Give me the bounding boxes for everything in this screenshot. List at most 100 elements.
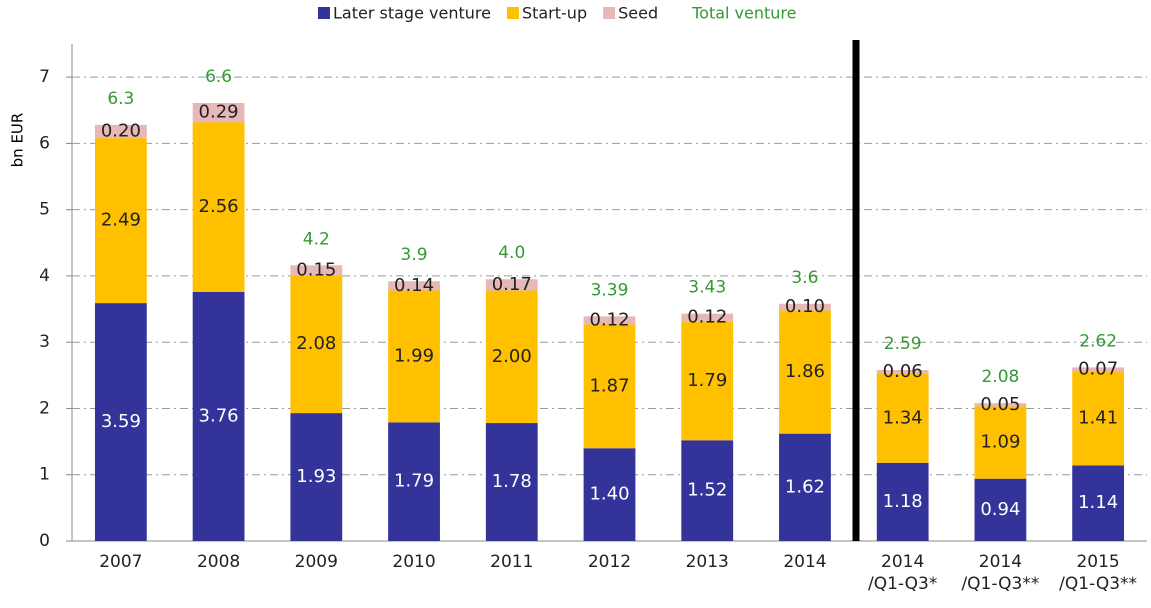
bar-segment <box>388 281 440 291</box>
total-label: 4.2 <box>303 229 330 249</box>
bar-segment <box>1072 367 1125 373</box>
bar-segment <box>192 291 245 541</box>
value-label: 1.52 <box>687 480 727 501</box>
y-tick-label: 5 <box>39 200 50 220</box>
total-label: 2.08 <box>981 367 1019 387</box>
value-label: 0.17 <box>492 274 532 295</box>
total-label: 3.39 <box>591 280 629 300</box>
value-label: 1.87 <box>589 375 629 396</box>
bar-segment <box>192 122 245 292</box>
value-label: 2.49 <box>101 210 141 231</box>
y-tick-label: 1 <box>39 465 50 485</box>
bar-segment <box>485 423 538 541</box>
value-label: 1.62 <box>785 476 825 497</box>
y-tick-label: 4 <box>39 266 50 286</box>
bar-segment <box>779 303 831 311</box>
value-label: 0.06 <box>883 361 923 382</box>
value-label: 1.41 <box>1078 408 1118 429</box>
value-label: 1.34 <box>883 407 923 428</box>
value-label: 2.56 <box>199 196 239 217</box>
value-label: 0.12 <box>687 307 727 328</box>
total-label: 3.9 <box>401 245 428 265</box>
x-tick-label: 2015 /Q1-Q3** <box>1059 552 1138 594</box>
value-label: 1.14 <box>1078 492 1118 513</box>
bar-segment <box>681 440 734 541</box>
bar-segment <box>290 275 343 414</box>
bar-segment <box>779 433 831 541</box>
value-label: 0.15 <box>296 259 336 280</box>
value-label: 1.40 <box>589 484 629 505</box>
value-label: 0.94 <box>980 499 1020 520</box>
bar-segment <box>681 321 734 441</box>
bar-segment <box>94 138 147 304</box>
bar-segment <box>290 265 343 276</box>
value-label: 2.08 <box>296 333 336 354</box>
bar-segment <box>974 478 1027 541</box>
value-label: 0.29 <box>199 102 239 123</box>
bar-segment <box>681 313 734 322</box>
y-tick-label: 2 <box>39 398 50 418</box>
bar-segment <box>388 422 440 541</box>
value-label: 1.93 <box>296 466 336 487</box>
bar-segment <box>876 374 929 463</box>
legend-label: Total venture <box>691 4 796 23</box>
bar-segment <box>876 370 929 375</box>
total-label: 2.62 <box>1079 331 1117 351</box>
bar-segment <box>583 316 636 325</box>
legend-swatch <box>603 7 616 19</box>
bar-segment <box>290 413 343 541</box>
total-label: 6.3 <box>107 89 134 109</box>
total-label: 6.6 <box>205 67 232 87</box>
x-tick-label: 2009 <box>294 552 338 572</box>
value-label: 0.12 <box>589 309 629 330</box>
legend-label: Later stage venture <box>333 4 491 23</box>
x-tick-label: 2012 <box>587 552 632 572</box>
legend-swatch <box>318 7 330 19</box>
value-label: 3.76 <box>199 405 239 426</box>
value-label: 0.20 <box>101 120 141 141</box>
bar-segment <box>192 102 245 123</box>
value-label: 2.00 <box>492 346 532 367</box>
bar-segment <box>485 279 538 291</box>
value-label: 1.09 <box>980 432 1020 453</box>
value-label: 0.14 <box>394 275 434 296</box>
total-label: 2.59 <box>884 334 922 354</box>
total-label: 4.0 <box>498 243 525 263</box>
total-label: 3.6 <box>791 268 818 288</box>
legend-label: Seed <box>618 4 658 23</box>
value-label: 3.59 <box>101 411 141 432</box>
y-tick-label: 3 <box>39 332 50 352</box>
bar-segment <box>1072 372 1125 466</box>
x-tick-label: 2014 /Q1-Q3* <box>867 552 938 594</box>
bar-segment <box>583 324 636 449</box>
value-label: 1.18 <box>883 491 923 512</box>
value-label: 0.10 <box>785 296 825 317</box>
value-label: 1.99 <box>394 345 434 366</box>
x-tick-label: 2013 <box>685 552 729 572</box>
value-label: 1.79 <box>394 471 434 492</box>
bar-segment <box>876 462 929 541</box>
y-tick-label: 7 <box>39 67 50 87</box>
value-label: 1.78 <box>492 471 532 492</box>
value-label: 0.05 <box>980 394 1020 415</box>
bar-segment <box>388 290 440 423</box>
bar-segment <box>94 303 147 541</box>
x-tick-label: 2014 <box>783 552 827 572</box>
value-label: 1.86 <box>785 361 825 382</box>
x-tick-label: 2011 <box>490 552 534 572</box>
x-tick-label: 2008 <box>196 552 241 572</box>
legend-swatch <box>506 7 519 19</box>
y-axis-label: bn EUR <box>9 113 27 168</box>
bar-segment <box>485 290 538 424</box>
x-tick-label: 2007 <box>99 552 143 572</box>
y-tick-label: 0 <box>39 531 50 551</box>
bar-segment <box>583 448 636 541</box>
bar-segment <box>974 406 1027 479</box>
x-tick-label: 2010 <box>392 552 436 572</box>
legend-label: Start-up <box>522 4 587 23</box>
x-tick-label: 2014 /Q1-Q3** <box>961 552 1040 594</box>
y-tick-label: 6 <box>39 133 50 153</box>
value-label: 1.79 <box>687 370 727 391</box>
